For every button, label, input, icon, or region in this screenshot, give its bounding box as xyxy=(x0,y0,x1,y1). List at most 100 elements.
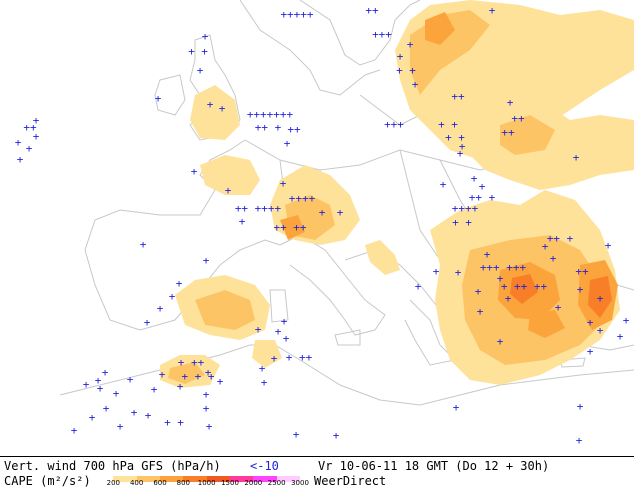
vv-marker: + xyxy=(217,375,224,388)
vv-marker: +++ xyxy=(384,118,404,131)
valid-time: Vr 10-06-11 18 GMT (Do 12 + 30h) xyxy=(318,459,550,473)
vv-marker: + xyxy=(259,362,266,375)
cape-area-greece-max xyxy=(528,310,565,338)
vv-marker: + xyxy=(293,428,300,441)
vv-marker: + xyxy=(151,383,158,396)
vv-marker: +++++++ xyxy=(247,108,294,121)
vv-marker: + xyxy=(397,50,404,63)
vv-marker: + xyxy=(477,305,484,318)
vv-marker: + xyxy=(17,153,24,166)
vv-marker: + xyxy=(203,254,210,267)
vv-marker: + xyxy=(197,64,204,77)
vv-marker: + + xyxy=(445,131,465,144)
vv-marker: + xyxy=(271,352,278,365)
vv-marker: ++++ xyxy=(452,202,479,215)
weather-map: +++++ ++ + + +++ + + + + + + + + + ++ + … xyxy=(14,0,634,447)
vv-marker: + xyxy=(550,252,557,265)
vv-marker: ++ ++++ xyxy=(235,202,282,215)
vv-marker: ++ xyxy=(365,4,379,17)
vv-marker: + + xyxy=(396,64,416,77)
vv-marker: + xyxy=(97,382,104,395)
vv-marker: + xyxy=(407,38,414,51)
cape-area-scand-max xyxy=(425,12,455,45)
vv-marker: + xyxy=(205,366,212,379)
legend-tick-label: 2000 xyxy=(244,479,263,487)
vv-marker: ++ xyxy=(575,265,589,278)
vv-marker: + xyxy=(83,378,90,391)
cape-area-uk xyxy=(190,85,240,140)
vv-marker: + xyxy=(507,96,514,109)
vv-marker: + xyxy=(497,272,504,285)
cape-area-turkey-peak xyxy=(588,276,612,318)
vv-marker: + + xyxy=(438,118,458,131)
vv-marker: + + xyxy=(452,216,472,229)
cape-area-iberia-core xyxy=(195,290,255,330)
vv-marker: + xyxy=(155,92,162,105)
legend-tick-label: 1000 xyxy=(197,479,216,487)
legend-tick-label: 600 xyxy=(153,479,167,487)
cape-area-tunisia xyxy=(252,340,282,368)
vv-marker: + xyxy=(203,388,210,401)
vv-marker: + xyxy=(577,283,584,296)
vv-marker: + xyxy=(283,332,290,345)
vv-marker: + xyxy=(219,102,226,115)
vv-marker: + xyxy=(140,238,147,251)
vv-marker: + xyxy=(576,434,583,447)
vv-marker: + xyxy=(475,285,482,298)
vv-marker: + xyxy=(555,301,562,314)
cape-area-east-core xyxy=(500,115,555,155)
coast-norway-sweden xyxy=(239,0,381,96)
vv-marker: + xyxy=(207,98,214,111)
legend-tick-label: 1500 xyxy=(221,479,239,487)
vv-marker: + xyxy=(102,366,109,379)
cape-area-balkans-peak xyxy=(510,274,538,304)
vv-marker: + xyxy=(337,206,344,219)
vv-marker: ++ xyxy=(511,112,525,125)
parameter-title: Vert. wind 700 hPa GFS (hPa/h) xyxy=(4,459,221,473)
legend-tick-label: 2500 xyxy=(267,479,286,487)
vv-marker: + xyxy=(453,401,460,414)
vv-marker: + xyxy=(497,335,504,348)
coast-italy xyxy=(279,234,386,336)
vv-marker: + xyxy=(415,280,422,293)
vv-marker: + xyxy=(203,402,210,415)
vv-marker: + xyxy=(587,316,594,329)
vv-marker: + xyxy=(225,184,232,197)
legend-swatch xyxy=(90,476,114,482)
map-footer: Vert. wind 700 hPa GFS (hPa/h) <-10 Vr 1… xyxy=(0,456,634,490)
vv-marker: +++ xyxy=(372,28,392,41)
vv-marker: + xyxy=(573,151,580,164)
vv-marker: + xyxy=(176,277,183,290)
coast-france-iberia xyxy=(84,139,281,331)
vv-marker: + xyxy=(605,239,612,252)
cape-legend xyxy=(90,476,301,482)
vertical-wind-markers: +++++ ++ + + +++ + + + + + + + + + ++ + … xyxy=(15,4,630,447)
vv-marker: + xyxy=(15,136,22,149)
vv-marker: + xyxy=(489,4,496,17)
vv-marker: ++ xyxy=(501,126,515,139)
vv-marker: ++ + xyxy=(469,191,496,204)
vv-marker: +++ +++ xyxy=(480,261,527,274)
vv-marker: + xyxy=(319,206,326,219)
vv-marker: + + xyxy=(188,45,208,58)
vv-marker: + xyxy=(33,114,40,127)
coast-sardinia xyxy=(269,289,289,323)
vv-marker: + xyxy=(455,266,462,279)
vv-marker: + xyxy=(471,172,478,185)
vv-marker: + xyxy=(412,78,419,91)
vertical-wind-threshold: <-10 xyxy=(250,459,279,473)
vv-marker: + xyxy=(177,380,184,393)
vv-marker: + xyxy=(333,429,340,442)
vv-marker: + xyxy=(144,316,151,329)
cape-area-alps-max xyxy=(280,215,305,240)
legend-tick-label: 200 xyxy=(106,479,121,487)
legend-swatch xyxy=(113,476,138,482)
vv-marker: + xyxy=(113,387,120,400)
legend-swatch xyxy=(160,476,184,482)
legend-tick-label: 3000 xyxy=(291,479,309,487)
cape-area-italy-south xyxy=(365,240,400,275)
vv-marker: + xyxy=(440,178,447,191)
vv-marker: + xyxy=(202,30,209,43)
legend-swatch xyxy=(183,476,208,482)
vv-marker: + xyxy=(255,323,262,336)
